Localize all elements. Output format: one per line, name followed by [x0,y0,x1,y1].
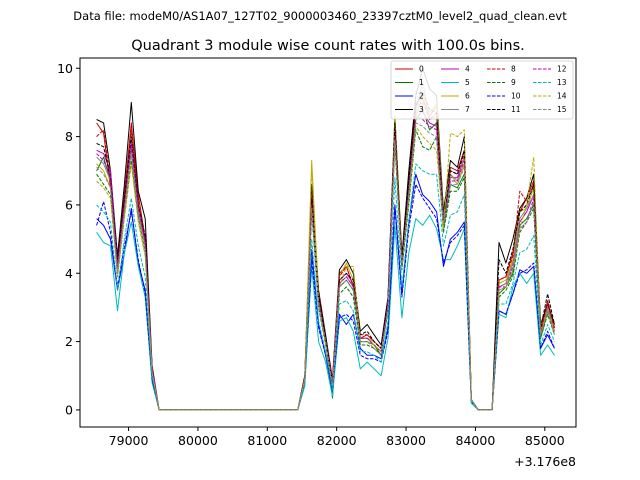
legend-label-13: 13 [557,78,567,87]
y-tick-label: 4 [65,266,73,281]
legend-label-10: 10 [511,92,521,101]
y-tick-label: 10 [57,61,73,76]
legend-label-5: 5 [465,78,470,87]
series-line-10 [96,183,555,411]
x-tick-label: 79000 [109,433,149,448]
x-tick-label: 85000 [525,433,565,448]
series-line-1 [96,108,555,411]
y-axis: 0 2 4 6 8 10 [57,61,80,417]
x-tick-label: 82000 [317,433,357,448]
y-tick-label: 6 [65,197,73,212]
series-line-3 [96,67,555,411]
legend-label-6: 6 [465,92,470,101]
series-line-14 [96,125,555,411]
series-line-13 [96,163,555,411]
series-line-9 [96,129,555,411]
legend-label-1: 1 [419,78,424,87]
chart-suptitle: Data file: modeM0/AS1A07_127T02_90000034… [73,9,567,23]
legend-label-8: 8 [511,65,516,74]
legend-label-3: 3 [419,105,424,114]
legend-label-0: 0 [419,65,424,74]
x-tick-label: 80000 [178,433,218,448]
x-tick-label: 81000 [247,433,287,448]
series-line-12 [96,115,555,411]
y-tick-label: 2 [65,334,73,349]
legend-label-9: 9 [511,78,516,87]
series-line-5 [96,214,555,411]
legend-box [390,60,574,120]
legend-label-15: 15 [557,105,567,114]
legend-label-7: 7 [465,105,470,114]
y-tick-label: 8 [65,129,73,144]
series-line-4 [96,108,555,411]
x-axis: 79000 80000 81000 82000 83000 84000 85000 [109,427,565,448]
x-tick-label: 84000 [456,433,496,448]
legend-label-12: 12 [557,65,567,74]
chart-title: Quadrant 3 module wise count rates with … [131,38,525,54]
series-line-15 [96,122,555,411]
legend-label-2: 2 [419,92,424,101]
x-axis-offset-label: +3.176e8 [514,454,576,469]
plot-frame [79,57,577,428]
x-tick-label: 83000 [386,433,426,448]
series-line-2 [96,173,555,411]
legend-label-14: 14 [557,92,567,101]
y-tick-label: 0 [65,402,73,417]
legend-label-4: 4 [465,65,470,74]
legend-label-11: 11 [511,105,521,114]
series-layer [96,67,555,411]
